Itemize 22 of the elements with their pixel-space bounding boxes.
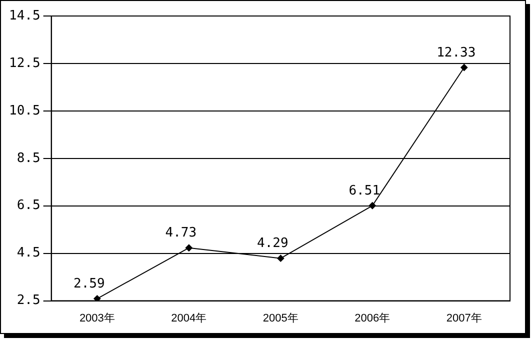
x-tick-label: 2007年 <box>446 312 482 324</box>
data-label: 2.59 <box>74 276 105 292</box>
data-label: 12.33 <box>436 45 476 60</box>
y-tick-label: 10.5 <box>8 103 40 118</box>
point <box>460 64 468 71</box>
data-label: 4.29 <box>256 236 288 252</box>
y-tick-label: 6.5 <box>16 198 40 214</box>
point <box>277 254 284 262</box>
point <box>185 244 192 252</box>
point <box>368 202 376 210</box>
x-tick-label: 2004年 <box>171 312 207 324</box>
x-tick-label: 2005年 <box>262 312 298 324</box>
y-tick-label: 14.5 <box>8 8 40 24</box>
point <box>94 295 101 301</box>
x-tick-label: 2006年 <box>354 312 390 324</box>
data-label: 4.73 <box>165 226 197 241</box>
x-tick-label: 2003年 <box>79 312 115 324</box>
y-tick-label: 12.5 <box>8 56 40 71</box>
y-tick-label: 8.5 <box>16 150 40 166</box>
y-tick-label: 2.5 <box>16 293 40 308</box>
y-tick-label: 4.5 <box>16 246 40 261</box>
data-label: 6.51 <box>348 184 380 199</box>
